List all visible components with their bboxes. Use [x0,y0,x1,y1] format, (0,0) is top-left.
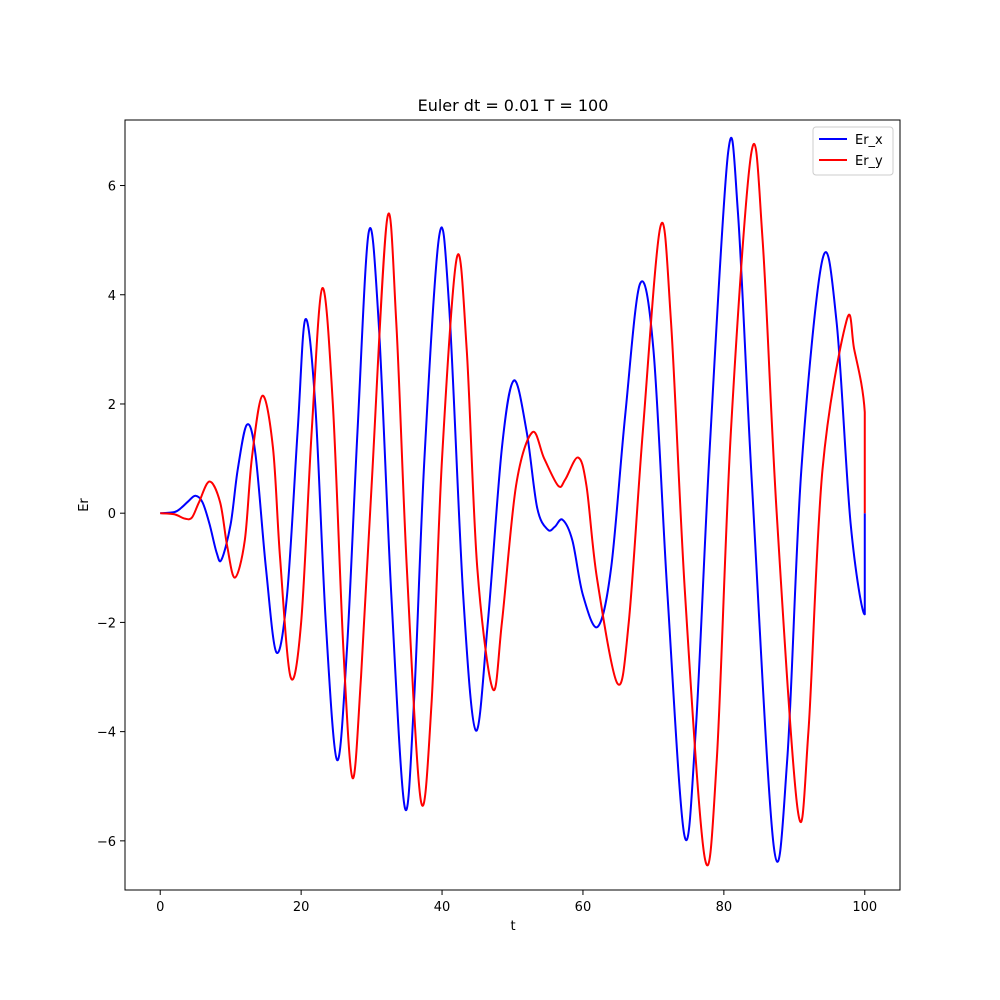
y-tick-label: 6 [108,180,116,195]
y-tick-label: 0 [108,507,116,522]
y-tick-label: 4 [108,289,116,304]
series-line-er-y [160,143,866,867]
y-axis-label: Er [77,498,92,512]
x-tick-label: 40 [434,900,451,915]
y-axis-ticks: −6 −4 −2 0 2 4 6 [97,180,125,850]
legend-label-er-x: Er_x [855,133,883,148]
series-layer [160,136,866,867]
axes-frame [124,119,901,891]
series-line-er-x [160,136,866,863]
x-tick-label: 80 [716,900,733,915]
x-tick-label: 0 [156,900,164,915]
x-tick-label: 60 [575,900,592,915]
y-tick-label: −4 [97,726,116,741]
x-tick-label: 20 [293,900,310,915]
x-tick-label: 100 [852,900,877,915]
x-axis-ticks: 0 20 40 60 80 100 [156,890,877,915]
y-tick-label: −6 [97,835,116,850]
chart-title: Euler dt = 0.01 T = 100 [418,96,609,115]
plot-area: 0 20 40 60 80 100 −6 −4 −2 0 2 4 6 [97,119,901,915]
y-tick-label: 2 [108,398,116,413]
legend: Er_x Er_y [812,126,894,176]
x-axis-label: t [510,919,515,934]
y-tick-label: −2 [97,616,116,631]
legend-label-er-y: Er_y [855,154,883,169]
